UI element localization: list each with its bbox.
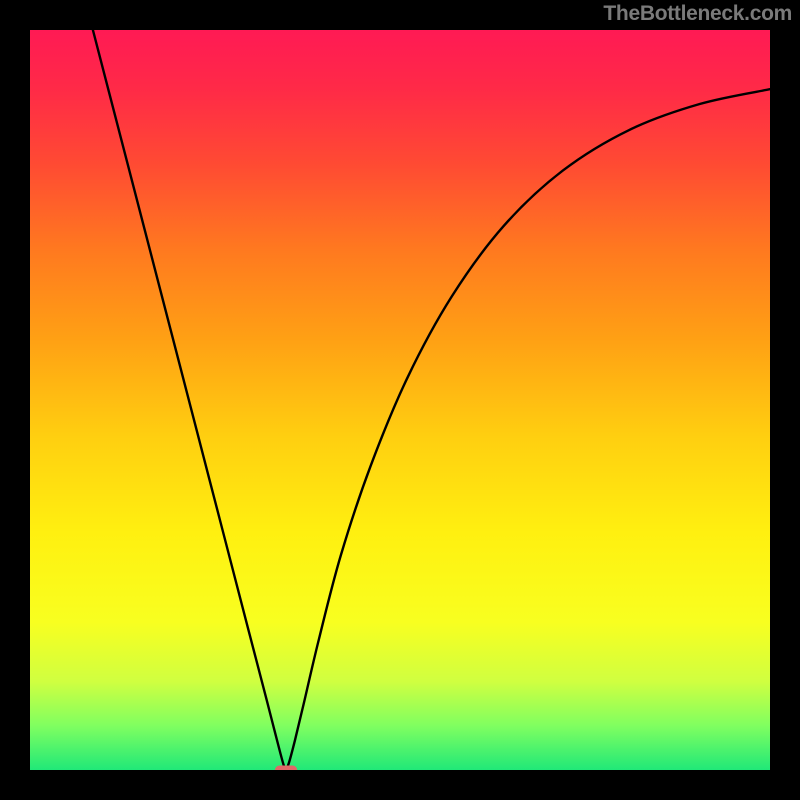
- chart-background: [30, 30, 770, 770]
- plot-area: [30, 30, 770, 770]
- watermark-text: TheBottleneck.com: [603, 2, 792, 26]
- minimum-marker: [275, 766, 297, 770]
- chart-svg: [30, 30, 770, 770]
